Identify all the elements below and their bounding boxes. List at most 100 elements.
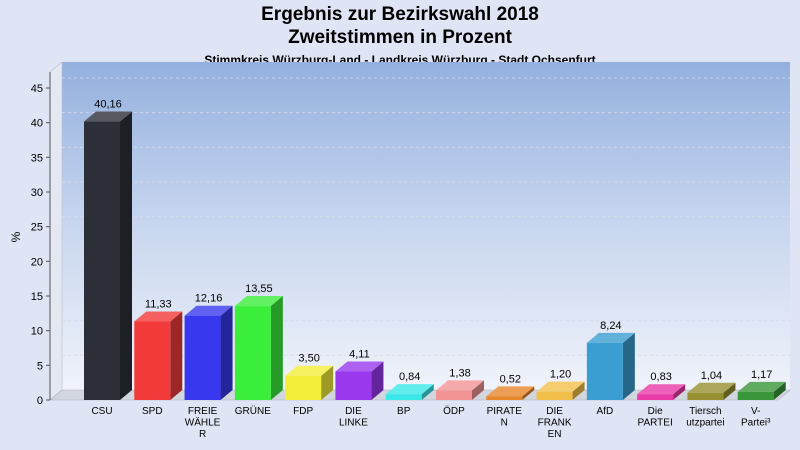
- bar-top: [84, 111, 132, 122]
- bar-side: [622, 332, 635, 400]
- bar: [385, 384, 434, 400]
- x-tick-label: SPD: [142, 406, 163, 417]
- bar-top: [687, 382, 736, 393]
- x-tick-label: V-Partei³: [741, 406, 771, 429]
- bar-side: [673, 384, 686, 400]
- bar: [285, 365, 334, 400]
- bar: [234, 296, 283, 400]
- bar-side: [270, 296, 283, 400]
- bar-front: [234, 306, 271, 400]
- data-label: 4,11: [349, 349, 370, 361]
- bar-side: [472, 380, 484, 400]
- bar-side: [170, 311, 183, 400]
- bar-top: [486, 386, 535, 397]
- y-tick-label: 35: [31, 152, 43, 164]
- bar-front: [586, 342, 623, 400]
- bar-front: [184, 315, 221, 400]
- data-label: 0,83: [650, 371, 671, 383]
- plot-side-wall: [49, 61, 63, 401]
- bar-top: [637, 384, 686, 395]
- bar-side: [572, 381, 585, 400]
- y-tick-label: 45: [31, 83, 43, 95]
- data-label: 1,04: [701, 370, 722, 382]
- chart-subtitle: Zweitstimmen in Prozent: [288, 27, 512, 48]
- y-axis-label: %: [9, 231, 23, 242]
- bar: [637, 384, 686, 400]
- x-tick-label: GRÜNE: [235, 405, 271, 417]
- bar: [184, 305, 233, 400]
- bar-front: [385, 394, 422, 400]
- data-label: 11,33: [145, 298, 172, 310]
- data-label: 13,55: [245, 283, 273, 295]
- data-label: 1,20: [550, 369, 571, 381]
- y-tick-label: 20: [31, 256, 43, 268]
- bar-top: [234, 296, 283, 307]
- data-label: 1,38: [449, 367, 470, 379]
- y-tick-label: 10: [31, 326, 43, 338]
- y-tick-label: 30: [31, 187, 43, 199]
- data-label: 0,84: [399, 371, 420, 383]
- bar: [436, 380, 484, 400]
- bar: [586, 332, 635, 400]
- x-tick-label: FREIE WÄHLE R: [185, 406, 221, 440]
- bar-side: [773, 381, 786, 400]
- bar: [536, 381, 585, 400]
- bar-front: [687, 392, 724, 400]
- bar-side: [371, 361, 384, 400]
- bar-top: [184, 305, 233, 316]
- x-tick-label: Tiersch utzpartei: [686, 406, 724, 429]
- x-tick-label: ÖDP: [443, 405, 465, 417]
- y-tick-label: 40: [31, 118, 43, 130]
- bar-side: [522, 386, 535, 400]
- bar: [335, 361, 384, 400]
- data-label: 1,17: [751, 369, 772, 381]
- x-tick-label: BP: [397, 406, 411, 417]
- data-label: 0,52: [500, 373, 521, 385]
- bar-top: [586, 332, 635, 343]
- bar-side: [723, 382, 736, 400]
- bar: [737, 381, 786, 400]
- bar-top: [737, 381, 786, 392]
- data-label: 8,24: [600, 320, 621, 332]
- bar-front: [737, 391, 774, 400]
- bar-top: [436, 380, 484, 391]
- y-tick-label: 15: [31, 291, 43, 303]
- bar: [687, 382, 736, 400]
- bar-top: [536, 381, 585, 392]
- bar-front: [335, 371, 372, 400]
- bar-front: [536, 391, 573, 400]
- y-tick-label: 5: [37, 360, 43, 372]
- x-tick-label: FDP: [293, 406, 313, 417]
- bar-top: [335, 361, 384, 372]
- bar: [486, 386, 535, 400]
- x-tick-label: Die PARTEI: [638, 406, 673, 429]
- bar-side: [120, 111, 132, 400]
- bar-side: [321, 365, 334, 400]
- x-tick-label: AfD: [597, 406, 614, 417]
- bar-top: [134, 311, 183, 322]
- bar: [84, 111, 132, 400]
- bar: [134, 311, 183, 400]
- bar-front: [134, 321, 171, 400]
- bar-front: [486, 396, 523, 400]
- bar-top: [285, 365, 334, 376]
- bar-top: [385, 384, 434, 395]
- x-tick-label: PIRATE N: [487, 406, 523, 429]
- bar-front: [436, 390, 472, 400]
- data-label: 12,16: [195, 293, 223, 305]
- y-tick-label: 25: [31, 222, 43, 234]
- bar-front: [637, 394, 674, 400]
- x-tick-label: DIE FRANK EN: [538, 406, 572, 440]
- bar-side: [220, 305, 233, 400]
- chart-title: Ergebnis zur Bezirkswahl 2018: [261, 4, 539, 25]
- data-label: 3,50: [298, 353, 319, 365]
- x-tick-label: CSU: [91, 406, 112, 417]
- bar-side: [421, 384, 434, 400]
- bar-front: [285, 375, 322, 400]
- y-tick-label: 0: [37, 395, 43, 407]
- plot-background: [62, 62, 790, 390]
- x-tick-label: DIE LINKE: [339, 406, 368, 429]
- data-label: 40,16: [94, 99, 122, 111]
